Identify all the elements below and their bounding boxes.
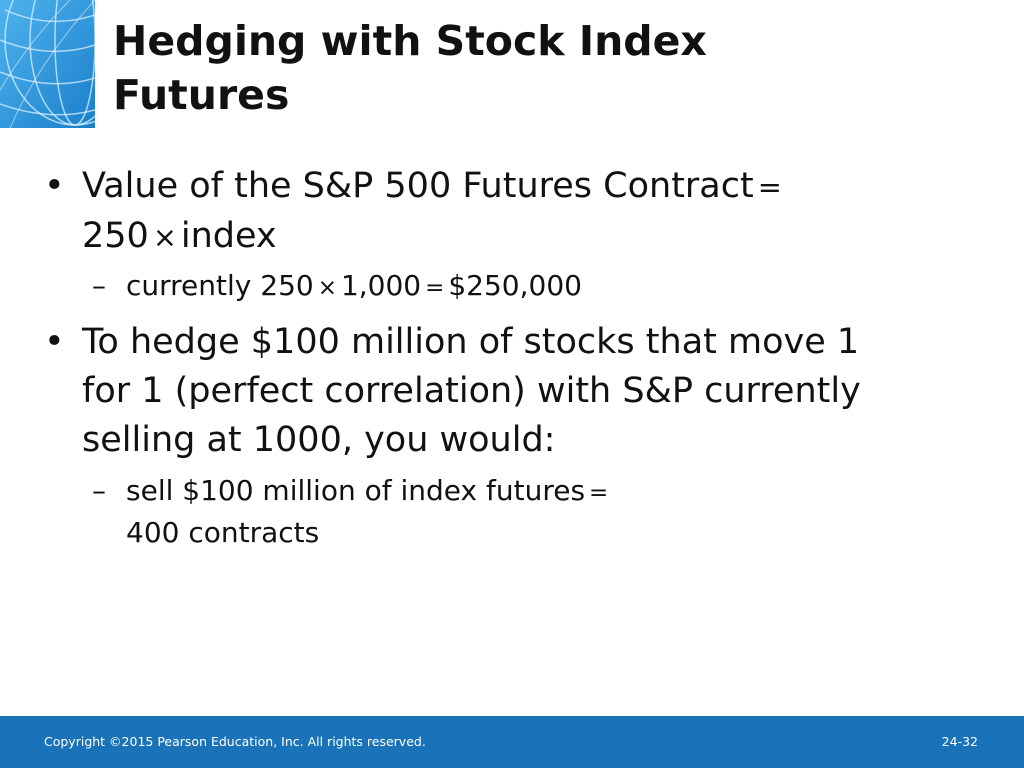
bullet-text-line: for 1 (perfect correlation) with S&P cur… <box>82 371 861 411</box>
sub-bullet-text: 1,000 <box>340 269 422 302</box>
sub-bullet-text: sell $100 million of index futures <box>126 474 586 507</box>
bullet-glyph: • <box>44 322 65 362</box>
bullet-text: index <box>180 216 277 256</box>
bullet-text-line: selling at 1000, you would: <box>82 420 556 460</box>
sub-bullet-dash: – <box>92 269 106 302</box>
sub-bullet-item: – currently 250 × 1,000 = $250,000 <box>44 266 994 308</box>
equals-symbol: = <box>757 170 782 204</box>
sub-bullet-text-line: sell $100 million of index futures = <box>126 471 994 513</box>
footer-bar: Copyright ©2015 Pearson Education, Inc. … <box>0 716 1024 768</box>
page-number: 24-32 <box>941 734 978 749</box>
bullet-text-line: To hedge $100 million of stocks that mov… <box>82 322 860 362</box>
sub-bullet-text-line: currently 250 × 1,000 = $250,000 <box>126 266 994 308</box>
bullet-item: • Value of the S&P 500 Futures Contract =… <box>44 162 994 262</box>
sub-bullet-text-line: 400 contracts <box>126 516 320 549</box>
bullet-text: 250 <box>82 216 149 256</box>
globe-grid-icon <box>0 0 95 128</box>
bullet-glyph: • <box>44 166 65 206</box>
bullet-text-line: Value of the S&P 500 Futures Contract = <box>82 162 994 212</box>
slide-title: Hedging with Stock Index Futures <box>113 14 993 122</box>
bullet-text: Value of the S&P 500 Futures Contract <box>82 166 754 206</box>
slide-body: • Value of the S&P 500 Futures Contract =… <box>44 162 994 553</box>
sub-bullet-dash: – <box>92 474 106 507</box>
bullet-item: • To hedge $100 million of stocks that m… <box>44 318 994 465</box>
times-symbol: × <box>152 220 177 254</box>
slide-title-line-2: Futures <box>113 71 290 119</box>
copyright-text: Copyright ©2015 Pearson Education, Inc. … <box>44 734 426 749</box>
times-symbol: × <box>317 275 337 301</box>
equals-symbol: = <box>589 480 609 506</box>
equals-symbol: = <box>425 275 445 301</box>
bullet-text-line: 250 × index <box>82 212 994 262</box>
slide-title-line-1: Hedging with Stock Index <box>113 17 707 65</box>
sub-bullet-item: – sell $100 million of index futures = 40… <box>44 471 994 553</box>
sub-bullet-text: currently 250 <box>126 269 314 302</box>
sub-bullet-text: $250,000 <box>448 269 582 302</box>
